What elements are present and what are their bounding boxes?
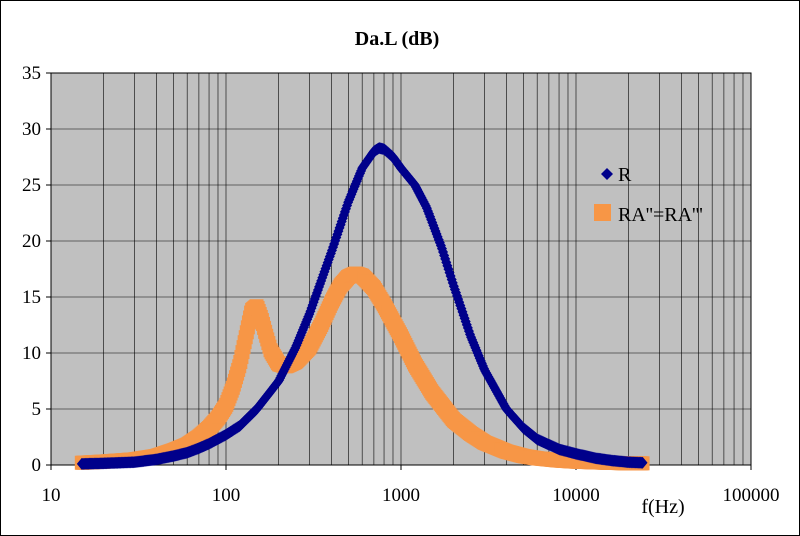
legend-marker-ra <box>594 204 611 221</box>
x-tick-label: 10000 <box>552 485 600 506</box>
y-tick-label: 15 <box>22 287 41 308</box>
y-tick-label: 20 <box>22 231 41 252</box>
y-tick-label: 35 <box>22 63 41 84</box>
legend: R RA''=RA''' <box>594 164 703 226</box>
axes: 0 5 10 15 20 25 30 35 10 100 1000 10000 100000 <box>22 63 780 506</box>
series-r <box>76 142 648 470</box>
legend-marker-r <box>601 168 613 180</box>
data-point <box>637 456 648 469</box>
y-tick-label: 5 <box>32 399 42 420</box>
y-tick-label: 0 <box>32 455 42 476</box>
x-tick-label: 100 <box>212 485 241 506</box>
x-tick-label: 1000 <box>382 485 420 506</box>
legend-label-ra: RA''=RA''' <box>618 204 703 226</box>
x-axis-title: f(Hz) <box>641 496 684 518</box>
y-tick-label: 25 <box>22 175 41 196</box>
chart-title: Da.L (dB) <box>355 28 439 50</box>
x-tick-label: 10 <box>42 485 61 506</box>
data-series <box>74 142 650 471</box>
y-tick-label: 10 <box>22 343 41 364</box>
y-tick-label: 30 <box>22 119 41 140</box>
legend-label-r: R <box>618 164 632 186</box>
x-tick-label: 100000 <box>723 485 780 506</box>
